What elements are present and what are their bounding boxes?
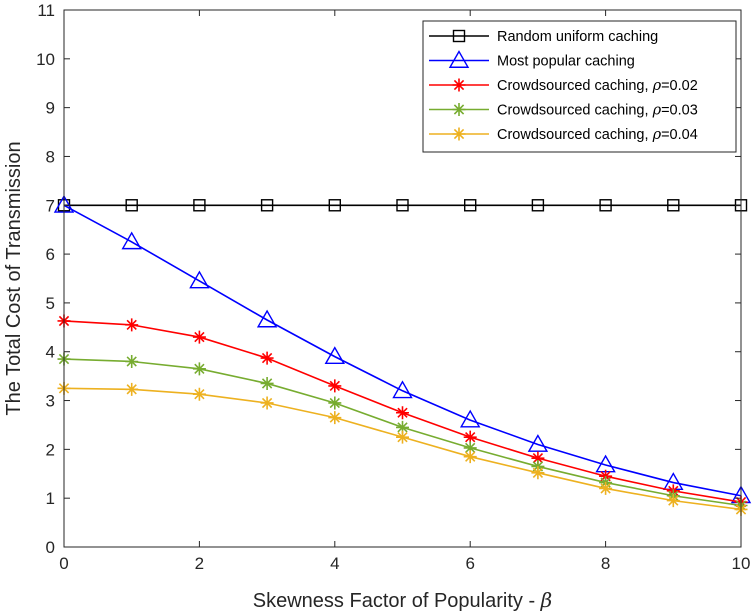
data-point-marker [463, 450, 477, 464]
legend-label-text: Random uniform caching [497, 29, 658, 45]
x-tick-label: 4 [330, 554, 339, 573]
y-tick-label: 6 [46, 245, 55, 264]
data-point-marker [459, 409, 481, 428]
y-tick-label: 4 [46, 343, 55, 362]
series-layer [53, 194, 752, 516]
data-point-marker [666, 494, 680, 508]
legend-label: Crowdsourced caching, ρ=0.02 [497, 78, 698, 94]
data-point-marker [193, 199, 206, 212]
y-tick-label: 10 [36, 50, 55, 69]
legend-label-symbol: ρ [652, 127, 662, 143]
legend-label-symbol: ρ [652, 103, 662, 119]
data-point-marker [531, 451, 545, 465]
legend-label: Random uniform caching [497, 29, 658, 45]
data-point-marker [667, 199, 680, 212]
y-tick-label: 5 [46, 294, 55, 313]
data-point-marker [328, 379, 342, 393]
data-point-marker [192, 387, 206, 401]
data-point-marker [256, 309, 278, 328]
data-point-marker [125, 354, 139, 368]
x-axis-label: Skewness Factor of Popularity - β [253, 588, 552, 612]
legend-label-suffix: =0.02 [661, 78, 698, 94]
data-point-marker [328, 396, 342, 410]
data-point-marker [260, 351, 274, 365]
data-point-marker [599, 199, 612, 212]
plot-frame [63, 9, 742, 548]
y-tick-label: 2 [46, 440, 55, 459]
x-tick-label: 8 [601, 554, 610, 573]
y-tick-label: 9 [46, 99, 55, 118]
tick-layer: 0 2 4 6 8 10 0 1 2 3 4 5 6 7 8 9 10 11 [36, 1, 750, 573]
legend-entry-5: Crowdsourced caching, ρ=0.04 [429, 127, 698, 143]
data-point-marker [189, 270, 210, 289]
data-point-marker [396, 420, 409, 434]
x-axis-label-symbol: β [540, 588, 553, 612]
data-point-marker [125, 318, 139, 332]
y-tick-label: 3 [46, 392, 55, 411]
data-point-marker [260, 396, 274, 410]
data-point-marker [464, 199, 477, 212]
x-tick-label: 10 [732, 554, 751, 573]
y-tick-label: 11 [37, 1, 55, 20]
y-tick-label: 1 [46, 489, 55, 508]
data-point-marker [125, 199, 138, 212]
legend-label-text: Most popular caching [497, 54, 635, 70]
y-axis-label: The Total Cost of Transmission [3, 141, 25, 415]
legend-marker [452, 29, 466, 43]
legend-marker [452, 103, 466, 116]
data-point-marker [192, 330, 206, 344]
data-point-marker [396, 406, 409, 420]
x-tick-label: 0 [59, 554, 68, 573]
legend-entry-3: Crowdsourced caching, ρ=0.02 [429, 78, 698, 94]
legend-marker [452, 78, 466, 92]
data-point-marker [527, 434, 549, 452]
legend: Random uniform caching Most popular cachi… [422, 20, 737, 153]
data-point-marker [463, 430, 477, 444]
legend-entry-4: Crowdsourced caching, ρ=0.03 [429, 103, 698, 119]
data-point-marker [463, 441, 477, 455]
legend-marker [448, 50, 470, 68]
legend-label-text: Crowdsourced caching, [497, 78, 653, 94]
y-tick-label: 0 [46, 538, 55, 557]
data-point-marker [260, 199, 274, 212]
data-point-marker [125, 382, 139, 396]
x-axis-label-text: Skewness Factor of Popularity - [253, 590, 541, 612]
y-tick-label: 7 [46, 196, 55, 215]
data-point-marker [396, 199, 409, 212]
data-point-marker [328, 411, 342, 425]
data-point-marker [531, 466, 545, 480]
data-point-marker [121, 231, 142, 250]
data-point-marker [392, 380, 413, 399]
legend-label-suffix: =0.03 [661, 103, 698, 119]
legend-label: Crowdsourced caching, ρ=0.03 [497, 103, 698, 119]
data-point-marker [192, 362, 206, 376]
data-point-marker [396, 430, 409, 444]
x-tick-label: 6 [465, 554, 474, 573]
legend-entry-1: Random uniform caching [429, 29, 658, 45]
legend-label-suffix: =0.04 [661, 127, 698, 143]
data-point-marker [328, 199, 341, 212]
legend-label-text: Crowdsourced caching, [497, 103, 653, 119]
data-point-marker [531, 199, 545, 212]
series-line [63, 204, 742, 497]
data-point-marker [599, 481, 613, 495]
data-point-marker [324, 346, 346, 365]
legend-label-text: Crowdsourced caching, [497, 127, 653, 143]
legend-label: Most popular caching [497, 54, 635, 70]
legend-marker [452, 127, 466, 141]
legend-box [422, 20, 737, 153]
legend-label: Crowdsourced caching, ρ=0.04 [497, 127, 698, 143]
y-tick-label: 8 [46, 147, 55, 166]
legend-entry-2: Most popular caching [429, 50, 635, 70]
x-tick-label: 2 [195, 554, 204, 573]
data-point-marker [260, 376, 274, 390]
legend-label-symbol: ρ [652, 78, 662, 94]
